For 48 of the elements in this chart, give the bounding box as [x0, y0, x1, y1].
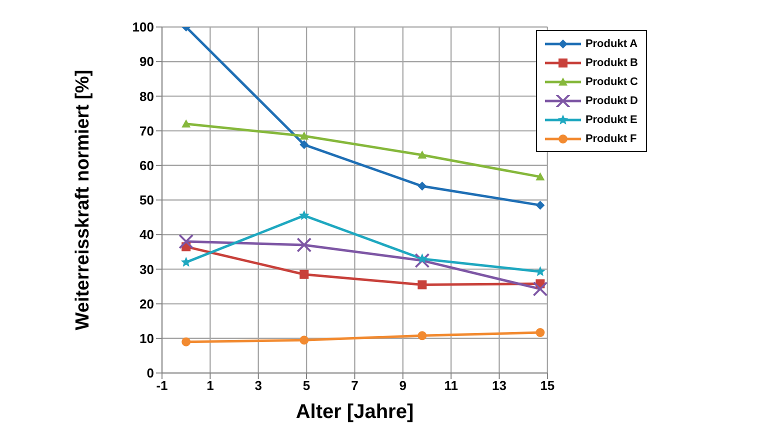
- legend-label: Produkt B: [585, 56, 638, 68]
- y-tick-label: 90: [140, 54, 154, 70]
- legend-label: Produkt F: [585, 132, 637, 144]
- y-tick-label: 0: [146, 366, 154, 381]
- x-tick-label: 3: [254, 378, 262, 394]
- point: [296, 237, 312, 252]
- point: [298, 210, 310, 220]
- legend-label: Produkt D: [585, 94, 638, 106]
- point: [418, 182, 427, 191]
- point: [532, 281, 548, 296]
- y-tick-label: 80: [140, 88, 154, 104]
- x-tick-label: 9: [399, 378, 407, 394]
- x-tick-label: 13: [492, 378, 506, 394]
- point: [182, 119, 191, 128]
- y-tick-label: 70: [140, 123, 154, 138]
- point: [418, 280, 427, 290]
- point: [418, 150, 427, 159]
- x-tick-label: 5: [302, 378, 310, 394]
- y-tick-label: 50: [140, 192, 154, 208]
- x-tick-label: 15: [540, 378, 555, 394]
- y-tick-label: 30: [140, 262, 154, 277]
- y-tick-label: 20: [140, 296, 154, 312]
- y-tick-label: 10: [140, 331, 154, 346]
- y-axis-title: Weiterreisskraft normiert [%]: [72, 70, 94, 330]
- point: [414, 253, 430, 268]
- point: [182, 337, 191, 346]
- point: [416, 253, 428, 264]
- point: [418, 331, 427, 340]
- point: [300, 270, 309, 279]
- y-tick-label: 60: [140, 158, 154, 174]
- point: [534, 266, 546, 276]
- point: [536, 200, 545, 210]
- x-tick-label: 1: [206, 378, 214, 394]
- x-tick-label: 11: [444, 378, 458, 394]
- legend-label: Produkt C: [585, 76, 638, 88]
- legend-label: Produkt E: [585, 114, 638, 126]
- point: [300, 131, 309, 140]
- point: [300, 140, 309, 150]
- x-axis-title: Alter [Jahre]: [296, 401, 414, 423]
- point: [536, 328, 545, 338]
- point: [178, 234, 194, 250]
- point: [300, 336, 309, 345]
- x-tick-label: -1: [156, 378, 168, 394]
- y-tick-label: 100: [132, 20, 154, 35]
- y-tick-label: 40: [140, 227, 154, 242]
- legend-label: Produkt A: [585, 38, 638, 50]
- x-tick-label: 7: [351, 378, 358, 394]
- point: [536, 172, 545, 180]
